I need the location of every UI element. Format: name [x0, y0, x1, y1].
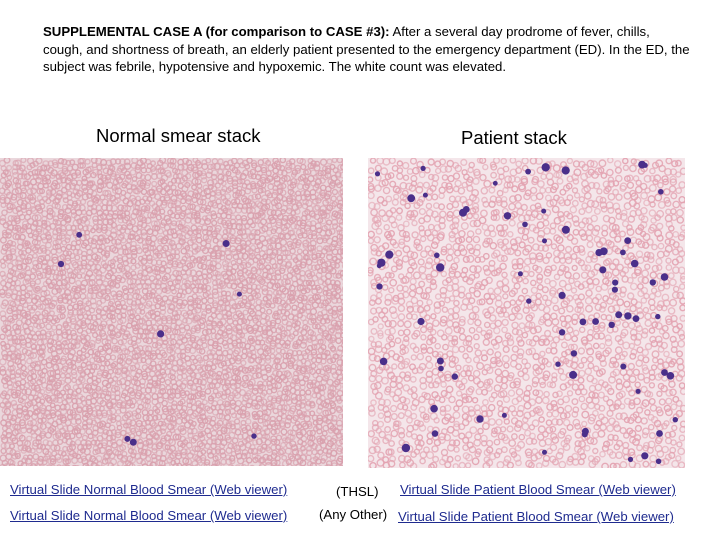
case-description: SUPPLEMENTAL CASE A (for comparison to C…: [43, 23, 693, 76]
normal-smear-link-other[interactable]: Virtual Slide Normal Blood Smear (Web vi…: [10, 508, 288, 523]
any-other-label: (Any Other): [319, 507, 388, 522]
patient-smear-cells: [368, 158, 685, 468]
patient-smear-image: [368, 158, 685, 468]
case-body: After a several day prodrome of fever, c…: [43, 24, 690, 75]
normal-smear-cells: [0, 158, 343, 466]
patient-smear-link-other[interactable]: Virtual Slide Patient Blood Smear (Web v…: [398, 509, 674, 524]
thsl-label: (THSL): [336, 484, 379, 499]
patient-smear-link-thsl[interactable]: Virtual Slide Patient Blood Smear (Web v…: [400, 482, 676, 497]
normal-smear-title: Normal smear stack: [96, 125, 261, 146]
normal-smear-image: [0, 158, 343, 466]
patient-smear-title: Patient stack: [461, 127, 567, 148]
case-heading: SUPPLEMENTAL CASE A (for comparison to C…: [43, 24, 390, 39]
normal-smear-link-thsl[interactable]: Virtual Slide Normal Blood Smear (Web vi…: [10, 482, 288, 497]
